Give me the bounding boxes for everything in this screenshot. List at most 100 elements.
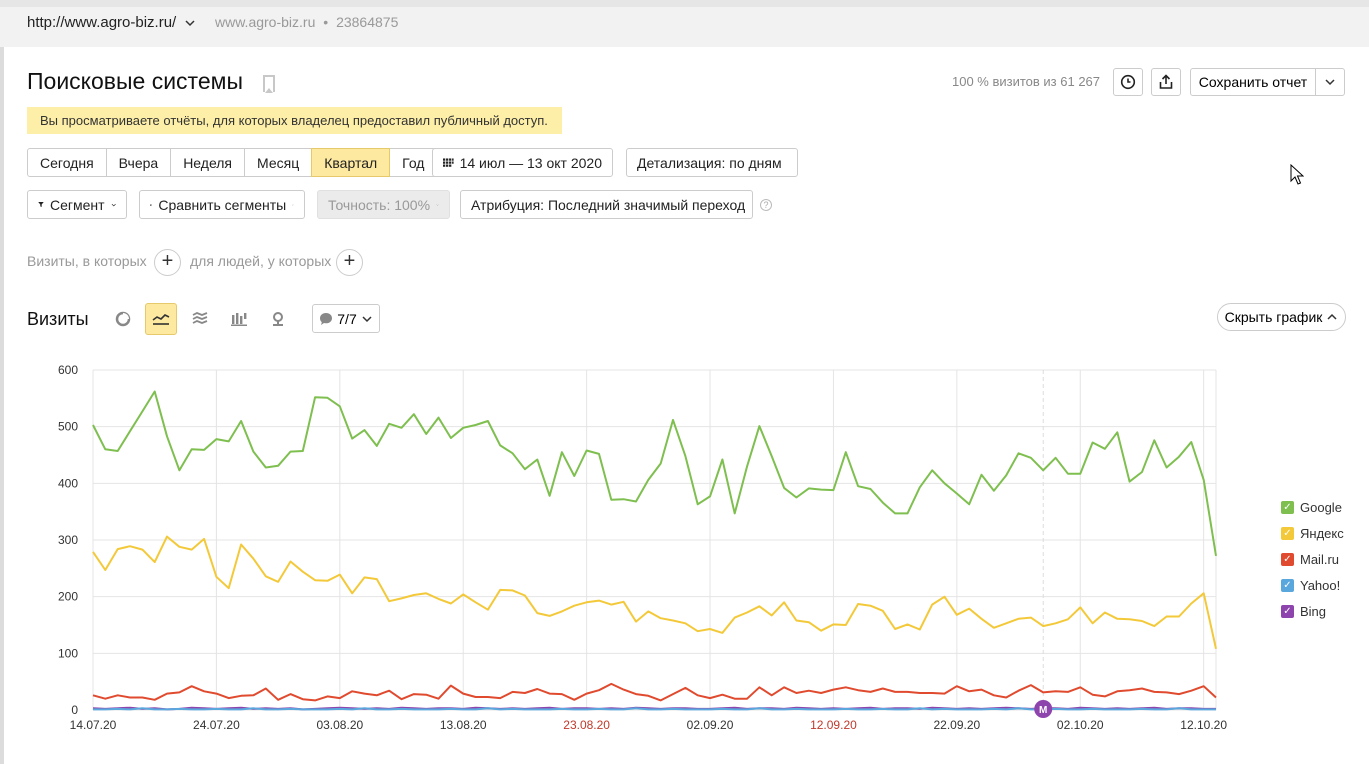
detail-label: Детализация: по дням <box>637 154 782 171</box>
y-tick-label: 200 <box>58 590 78 604</box>
filter-icon <box>38 201 44 208</box>
period-button[interactable]: Вчера <box>105 148 172 177</box>
y-tick-label: 500 <box>58 420 78 434</box>
period-button[interactable]: Месяц <box>244 148 313 177</box>
legend-item[interactable]: ✓ Yahoo! <box>1281 572 1344 598</box>
period-button[interactable]: Год <box>389 148 438 177</box>
attribution-label: Атрибуция: Последний значимый переход <box>471 196 746 213</box>
y-tick-label: 400 <box>58 476 78 490</box>
plus-icon: + <box>161 250 174 272</box>
chart-title: Визиты <box>27 309 89 329</box>
pie-chart-type-button[interactable] <box>107 303 139 335</box>
counter-url: http://www.agro-biz.ru/ <box>27 14 177 31</box>
x-tick-label: 02.09.20 <box>687 718 734 732</box>
y-tick-label: 0 <box>71 703 78 717</box>
annotation-marker <box>1034 700 1053 718</box>
legend-item[interactable]: ✓ Google <box>1281 494 1344 520</box>
counter-selector[interactable]: http://www.agro-biz.ru/ <box>27 14 196 31</box>
visits-share: 100 % визитов из 61 267 <box>952 74 1101 89</box>
y-tick-label: 100 <box>58 646 78 660</box>
counter-separator: • <box>323 14 329 30</box>
x-tick-label: 22.09.20 <box>933 718 980 732</box>
segment-label: Сегмент <box>49 196 105 213</box>
checkbox-icon: ✓ <box>1281 552 1294 566</box>
comment-icon <box>320 312 333 325</box>
annotation-label: M <box>1039 705 1047 716</box>
export-button[interactable] <box>1151 68 1181 96</box>
series-line <box>92 682 1217 702</box>
line-chart-type-button[interactable] <box>145 303 177 335</box>
series-line <box>92 390 1217 557</box>
legend-label: Yahoo! <box>1300 577 1341 593</box>
date-range-label: 14 июл — 13 окт 2020 <box>459 154 602 171</box>
page-title: Поисковые системы <box>27 68 243 94</box>
map-type-button[interactable] <box>262 303 294 335</box>
chevron-down-icon <box>362 315 372 322</box>
hide-chart-button[interactable]: Скрыть график <box>1217 303 1346 331</box>
calendar-icon <box>443 157 454 167</box>
history-button[interactable] <box>1113 68 1143 96</box>
x-tick-label: 12.10.20 <box>1180 718 1227 732</box>
visits-line-chart: 0 100 200 300 400 500 600 14.07.20 24.07.20 03.08… <box>58 363 1227 732</box>
bookmark-icon[interactable] <box>263 75 275 93</box>
x-tick-label: 02.10.20 <box>1057 718 1104 732</box>
x-tick-label: 03.08.20 <box>316 718 363 732</box>
line-chart-icon <box>152 314 170 325</box>
x-tick-label: 12.09.20 <box>810 718 857 732</box>
accuracy-label: Точность: 100% <box>328 196 431 213</box>
period-selector: Сегодня Вчера Неделя Месяц Квартал Год <box>27 148 438 177</box>
x-tick-label: 13.08.20 <box>440 718 487 732</box>
people-condition-label: для людей, у которых <box>190 253 332 269</box>
legend-label: Яндекс <box>1300 525 1344 541</box>
clock-icon <box>1120 74 1136 90</box>
compare-segments-button[interactable]: Сравнить сегменты <box>139 190 305 219</box>
date-range-picker[interactable]: 14 июл — 13 окт 2020 <box>432 148 613 177</box>
bar-chart-type-button[interactable] <box>223 303 255 335</box>
y-tick-label: 600 <box>58 363 78 377</box>
period-button[interactable]: Сегодня <box>27 148 107 177</box>
pie-chart-icon <box>115 311 131 327</box>
checkbox-icon: ✓ <box>1281 500 1294 514</box>
legend-item[interactable]: ✓ Bing <box>1281 598 1344 624</box>
x-tick-label: 23.08.20 <box>563 718 610 732</box>
legend-item[interactable]: ✓ Mail.ru <box>1281 546 1344 572</box>
series-line <box>92 535 1217 650</box>
plus-icon: + <box>343 250 356 272</box>
left-border <box>0 0 4 764</box>
stacked-area-icon <box>192 312 208 324</box>
mouse-cursor-icon <box>1290 164 1304 185</box>
segment-button[interactable]: Сегмент <box>27 190 127 219</box>
accuracy-dropdown: Точность: 100% <box>317 190 450 219</box>
attribution-dropdown[interactable]: Атрибуция: Последний значимый переход <box>460 190 753 219</box>
public-access-notice: Вы просматриваете отчёты, для которых вл… <box>27 107 562 134</box>
period-button[interactable]: Неделя <box>170 148 246 177</box>
chevron-down-icon <box>185 19 195 26</box>
add-people-condition-button[interactable]: + <box>336 249 363 276</box>
area-chart-type-button[interactable] <box>184 303 216 335</box>
series-count: 7/7 <box>337 310 357 327</box>
counter-bar <box>0 0 1369 47</box>
detail-dropdown[interactable]: Детализация: по дням <box>626 148 798 177</box>
counter-site: www.agro-biz.ru <box>215 14 316 30</box>
save-report-button[interactable]: Сохранить отчет <box>1190 68 1316 96</box>
bar-chart-icon <box>231 313 247 326</box>
series-selector-button[interactable]: 7/7 <box>312 304 380 333</box>
checkbox-icon: ✓ <box>1281 604 1294 618</box>
map-pin-icon <box>273 312 283 326</box>
legend-item[interactable]: ✓ Яндекс <box>1281 520 1344 546</box>
checkbox-icon: ✓ <box>1281 526 1294 540</box>
share-icon <box>1159 74 1173 89</box>
x-tick-label: 14.07.20 <box>70 718 117 732</box>
counter-info: www.agro-biz.ru • 23864875 <box>215 14 398 30</box>
period-button[interactable]: Квартал <box>311 148 391 177</box>
chevron-down-icon <box>436 203 439 206</box>
counter-id: 23864875 <box>336 14 399 30</box>
y-tick-label: 300 <box>58 533 78 547</box>
visits-condition-label: Визиты, в которых <box>27 253 147 269</box>
chart-legend: ✓ Google ✓ Яндекс ✓ Mail.ru ✓ Yahoo! ✓ Bing <box>1281 494 1344 624</box>
add-visit-condition-button[interactable]: + <box>154 249 181 276</box>
chevron-down-icon <box>1325 79 1335 86</box>
save-options-button[interactable] <box>1315 68 1345 96</box>
legend-label: Google <box>1300 499 1342 515</box>
help-icon[interactable]: ? <box>760 199 772 211</box>
